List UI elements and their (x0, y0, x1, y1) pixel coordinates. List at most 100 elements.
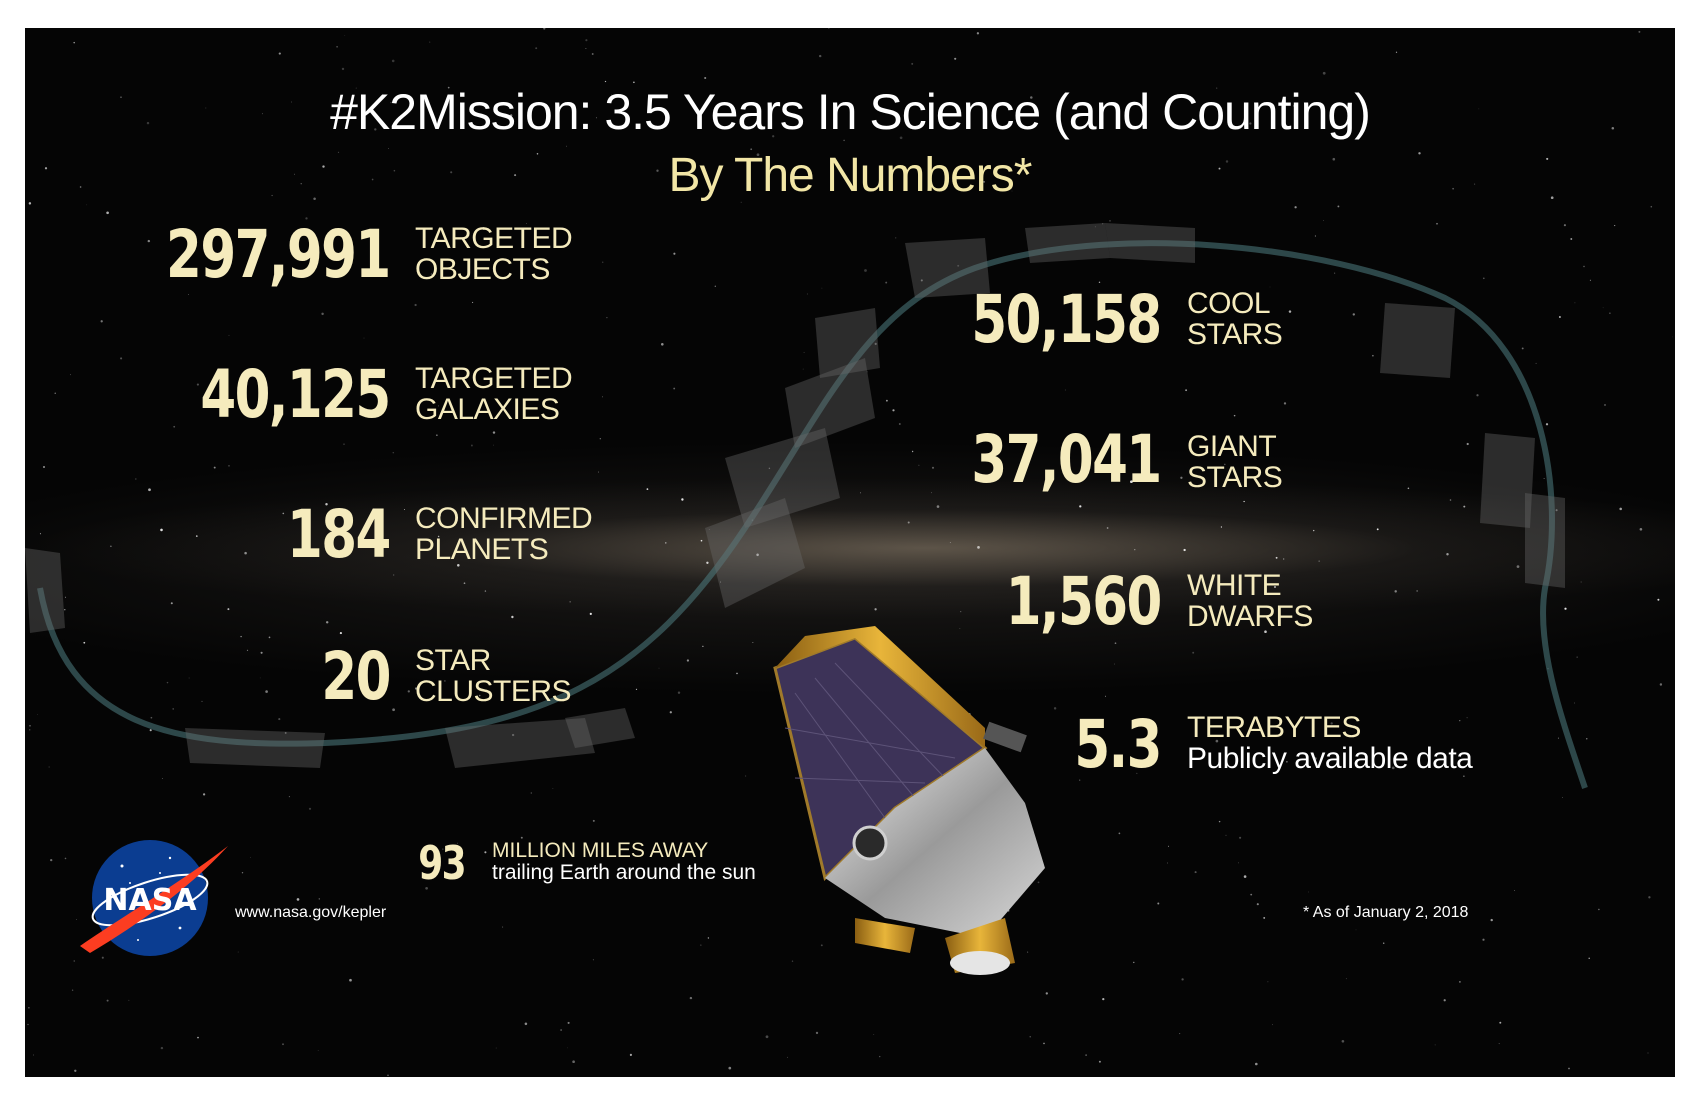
star-dot (911, 62, 914, 65)
star-dot (1349, 115, 1352, 117)
star-dot (1197, 303, 1199, 305)
star-dot (585, 48, 587, 49)
star-dot (686, 659, 690, 662)
star-dot (120, 96, 122, 98)
star-dot (27, 1023, 29, 1026)
star-dot (700, 944, 702, 946)
star-dot (1452, 187, 1454, 190)
star-dot (1079, 505, 1082, 508)
star-dot (339, 632, 342, 635)
stat-label-line1: WHITE (1187, 569, 1282, 602)
star-dot (1588, 957, 1590, 960)
stat-label: GIANT STARS (1187, 431, 1283, 493)
star-dot (250, 856, 251, 858)
website-link[interactable]: www.nasa.gov/kepler (235, 904, 387, 921)
nasa-meatball-icon: NASA (80, 840, 228, 956)
star-dot (1307, 891, 1309, 893)
star-dot (1030, 96, 1033, 99)
star-dot (261, 113, 263, 115)
star-dot (1254, 1062, 1258, 1066)
star-dot (148, 488, 151, 492)
star-dot (802, 368, 804, 370)
star-dot (806, 293, 808, 295)
star-dot (393, 169, 396, 172)
star-dot (560, 1029, 562, 1031)
star-dot (565, 145, 567, 147)
star-dot (602, 396, 603, 398)
star-dot (1490, 918, 1493, 922)
star-dot (64, 609, 66, 611)
star-dot (1263, 916, 1266, 919)
star-dot (983, 181, 985, 183)
stat-label: STAR CLUSTERS (415, 645, 572, 707)
star-dot (1543, 478, 1545, 479)
star-dot (1238, 862, 1240, 864)
star-dot (1648, 896, 1651, 899)
star-dot (860, 492, 861, 494)
page-subtitle: By The Numbers* (668, 149, 1033, 202)
star-dot (173, 425, 176, 428)
star-dot (54, 392, 56, 394)
star-dot (1574, 302, 1576, 304)
star-dot (436, 434, 438, 436)
star-dot (791, 960, 794, 962)
star-dot (1294, 206, 1297, 209)
nasa-logo-text: NASA (103, 883, 197, 918)
star-dot (44, 167, 48, 170)
stat-label-line2: Publicly available data (1187, 742, 1473, 775)
star-dot (977, 546, 980, 549)
star-dot (892, 409, 895, 412)
star-dot (240, 635, 242, 638)
star-dot (873, 1034, 875, 1035)
star-dot (260, 651, 263, 654)
star-dot (646, 488, 649, 490)
star-dot (393, 574, 395, 576)
star-dot (322, 165, 325, 168)
star-dot (325, 502, 328, 506)
star-dot (1215, 739, 1219, 743)
star-dot (1079, 779, 1081, 781)
star-dot (1136, 772, 1138, 774)
star-dot (1314, 235, 1316, 237)
star-dot (50, 858, 53, 862)
star-dot (73, 41, 75, 44)
star-dot (720, 581, 722, 583)
star-dot (1218, 820, 1221, 823)
star-dot (1185, 389, 1188, 392)
star-dot (1476, 394, 1479, 397)
distance-label-line2: trailing Earth around the sun (492, 861, 756, 884)
star-dot (756, 153, 760, 157)
star-dot (1546, 157, 1549, 160)
star-dot (1355, 929, 1357, 931)
star-dot (1376, 528, 1379, 531)
star-dot (1372, 354, 1374, 357)
star-dot (1037, 881, 1040, 884)
star-dot (1194, 871, 1197, 874)
star-dot (1558, 316, 1561, 318)
star-dot (1586, 738, 1588, 740)
star-dot (740, 201, 742, 203)
star-dot (278, 52, 281, 55)
star-dot (100, 320, 103, 323)
star-dot (629, 1053, 632, 1056)
stat-label-line2: PLANETS (415, 533, 549, 566)
stat-value: 1,560 (1005, 563, 1163, 640)
star-dot (172, 708, 175, 710)
star-dot (820, 944, 823, 947)
star-dot (478, 694, 481, 697)
star-dot (1514, 889, 1516, 891)
star-dot (1557, 737, 1559, 739)
star-dot (482, 227, 486, 230)
star-dot (665, 542, 667, 544)
star-dot (407, 690, 410, 693)
star-dot (936, 505, 940, 508)
star-dot (1225, 834, 1227, 837)
star-dot (536, 153, 539, 155)
star-dot (392, 708, 395, 712)
star-dot (1614, 225, 1616, 227)
star-dot (147, 239, 151, 243)
star-dot (1337, 205, 1340, 208)
star-dot (1446, 552, 1449, 556)
stat-label-line1: TARGETED (415, 362, 573, 395)
star-dot (1269, 286, 1271, 288)
